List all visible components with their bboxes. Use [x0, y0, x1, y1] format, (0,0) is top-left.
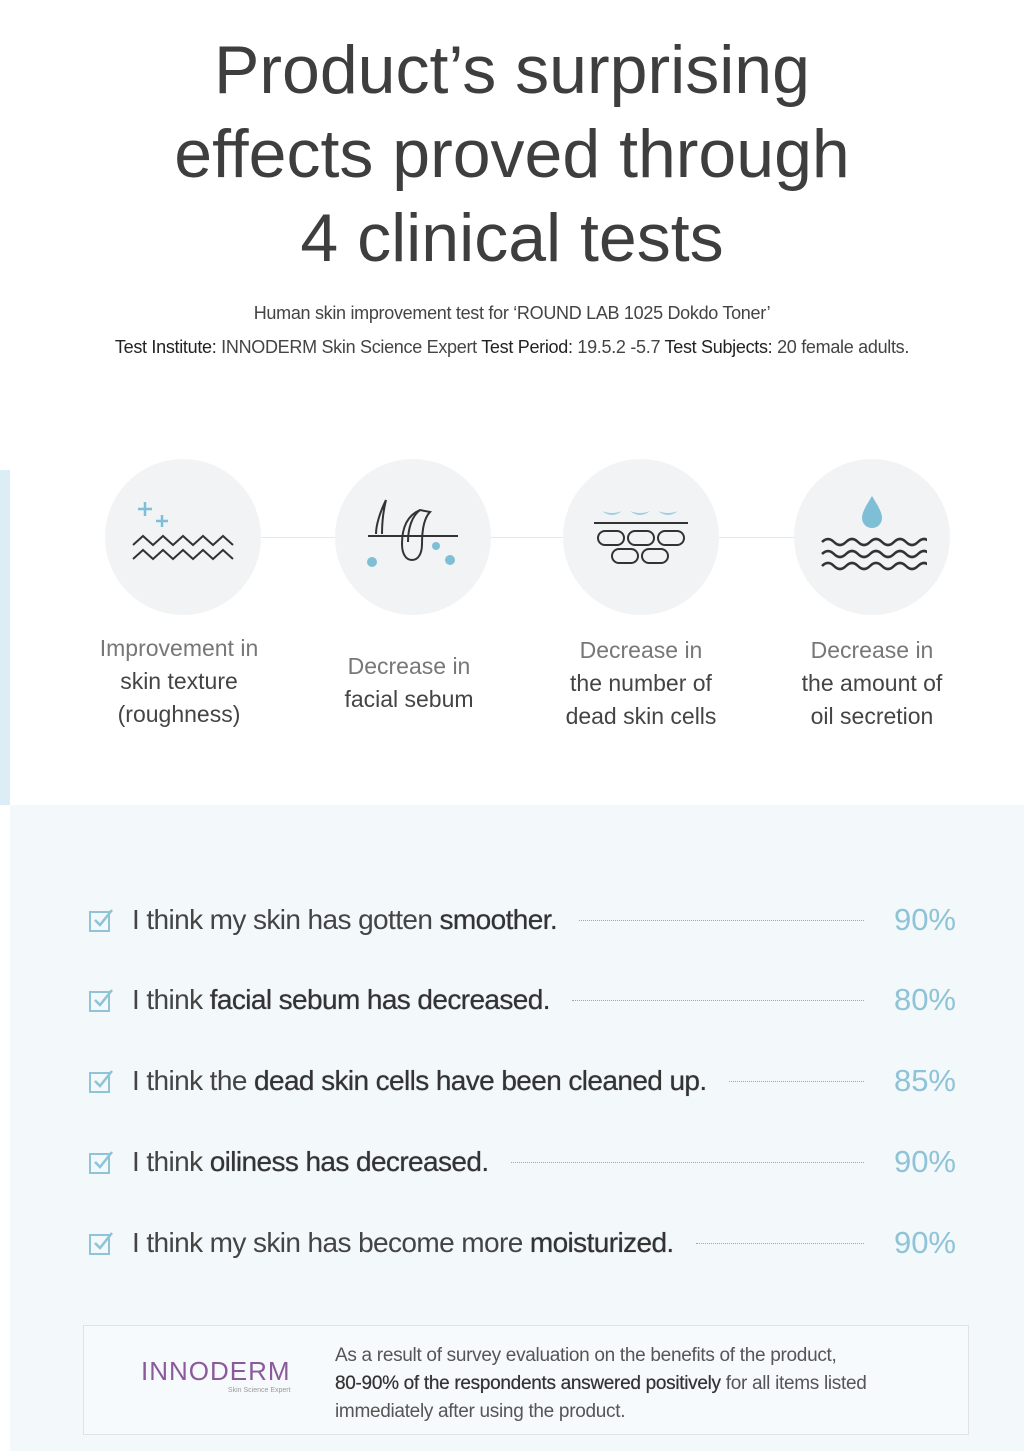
test-details: Test Institute: INNODERM Skin Science Ex…	[0, 337, 1024, 358]
summary-box: INNODERM Skin Science Expert As a result …	[83, 1325, 969, 1435]
statement-highlight: moisturized.	[529, 1227, 674, 1258]
dotted-leader	[579, 919, 864, 921]
checkbox-checked-icon	[89, 989, 113, 1012]
label-line: dead skin cells	[565, 703, 717, 729]
survey-statement: I think the dead skin cells have been cl…	[132, 1065, 707, 1097]
summary-line: immediately after using the product.	[335, 1401, 626, 1422]
effect-label: Decrease in facial sebum	[294, 650, 524, 716]
label: Test Period:	[481, 337, 573, 357]
statement-text: I think	[132, 1146, 210, 1177]
statement-text: I think the	[132, 1065, 254, 1096]
label-line: the amount of	[801, 670, 943, 696]
statement-highlight: smoother.	[439, 904, 558, 935]
dotted-leader	[728, 1080, 864, 1082]
survey-row: I think my skin has gotten smoother. 90%	[88, 900, 956, 940]
label-line: Decrease in	[810, 637, 934, 663]
survey-percent: 90%	[893, 1144, 956, 1179]
label-line: Improvement in	[99, 635, 259, 661]
statement-highlight: facial sebum has decreased.	[209, 984, 551, 1015]
effect-label: Decrease in the amount of oil secretion	[757, 634, 987, 733]
effect-label: Improvement in skin texture (roughness)	[64, 632, 294, 731]
hair-follicle-sebum-icon	[335, 459, 491, 615]
label-line: Decrease in	[579, 637, 703, 663]
checkbox-checked-icon	[89, 1070, 113, 1093]
survey-statement: I think my skin has gotten smoother.	[132, 904, 558, 936]
label-line: Decrease in	[347, 653, 471, 679]
dead-skin-cells-icon	[563, 459, 719, 615]
label-line: skin texture	[120, 668, 238, 694]
checkbox-checked-icon	[89, 1232, 113, 1255]
label-line: facial sebum	[344, 686, 474, 712]
label-line: oil secretion	[810, 703, 934, 729]
survey-statement: I think oiliness has decreased.	[132, 1146, 489, 1178]
summary-text: As a result of survey evaluation on the …	[335, 1342, 867, 1426]
statement-text: I think my skin has gotten	[132, 904, 440, 935]
survey-percent: 90%	[893, 1225, 956, 1260]
title-line: Product’s surprising	[214, 32, 810, 108]
checkbox-checked-icon	[89, 909, 113, 932]
survey-percent: 90%	[893, 902, 956, 937]
checkbox-checked-icon	[89, 1151, 113, 1174]
summary-line: As a result of survey evaluation on the …	[335, 1345, 837, 1366]
value: 20 female adults.	[772, 337, 910, 357]
survey-row: I think my skin has become more moisturi…	[88, 1223, 956, 1263]
title-line: effects proved through	[174, 116, 850, 192]
side-strip	[0, 470, 10, 805]
logo-subtext: Skin Science Expert	[227, 1387, 291, 1394]
value: INNODERM Skin Science Expert	[216, 337, 482, 357]
innoderm-logo: INNODERM Skin Science Expert	[141, 1356, 291, 1394]
summary-line: 80-90% of the respondents answered posit…	[335, 1370, 867, 1398]
survey-percent: 80%	[893, 982, 956, 1017]
test-subtitle: Human skin improvement test for ‘ROUND L…	[253, 303, 771, 323]
page-title: Product’s surprising effects proved thro…	[0, 28, 1024, 280]
skin-texture-icon	[105, 459, 261, 615]
label-line: the number of	[570, 670, 712, 696]
statement-text: I think my skin has become more	[132, 1227, 530, 1258]
value: 19.5.2 -5.7	[572, 337, 665, 357]
oil-drop-icon	[794, 459, 950, 615]
survey-row: I think oiliness has decreased. 90%	[88, 1142, 956, 1182]
label: Test Institute:	[114, 337, 217, 357]
dotted-leader	[695, 1242, 864, 1244]
statement-highlight: oiliness has decreased.	[209, 1146, 489, 1177]
dotted-leader	[571, 999, 864, 1001]
summary-highlight: 80-90% of the respondents answered posit…	[335, 1373, 721, 1394]
summary-text-part: for all items listed	[720, 1373, 867, 1394]
label: Test Subjects:	[664, 337, 773, 357]
statement-text: I think	[132, 984, 210, 1015]
logo-text: INNODERM	[141, 1356, 291, 1386]
connector-line	[183, 537, 873, 538]
survey-statement: I think facial sebum has decreased.	[132, 984, 551, 1016]
effect-label: Decrease in the number of dead skin cells	[526, 634, 756, 733]
survey-row: I think the dead skin cells have been cl…	[88, 1061, 956, 1101]
title-line: 4 clinical tests	[300, 200, 724, 276]
survey-row: I think facial sebum has decreased. 80%	[88, 980, 956, 1020]
dotted-leader	[510, 1161, 864, 1163]
survey-percent: 85%	[893, 1063, 956, 1098]
label-line: (roughness)	[117, 701, 241, 727]
survey-statement: I think my skin has become more moisturi…	[132, 1227, 674, 1259]
statement-highlight: dead skin cells have been cleaned up.	[254, 1065, 707, 1096]
